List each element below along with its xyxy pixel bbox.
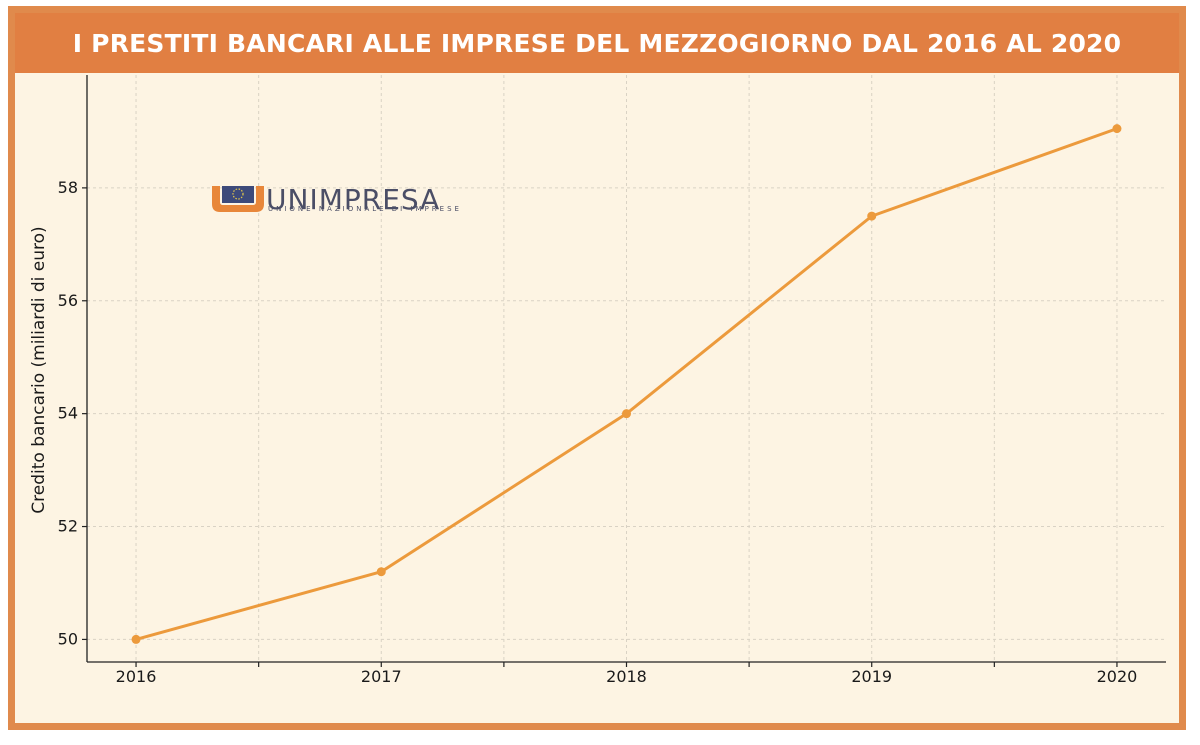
x-tick-label: 2018 — [606, 667, 647, 686]
x-tick-label: 2016 — [116, 667, 157, 686]
chart-frame: I PRESTITI BANCARI ALLE IMPRESE DEL MEZZ… — [8, 6, 1186, 730]
y-axis-label: Credito bancario (miliardi di euro) — [29, 226, 49, 513]
y-tick-label: 54 — [58, 404, 78, 423]
logo-stars-icon — [232, 188, 244, 200]
axes — [82, 75, 1166, 667]
tick-labels: 2016 2017 2018 2019 2020 50 52 54 56 58 — [58, 178, 1138, 686]
logo-wordmark: UNIMPRESA — [266, 183, 440, 216]
title-bar: I PRESTITI BANCARI ALLE IMPRESE DEL MEZZ… — [15, 13, 1179, 73]
data-point — [867, 211, 877, 221]
logo-subtitle: UNIONE NAZIONALE DI IMPRESE — [268, 205, 462, 213]
x-tick-label: 2020 — [1097, 667, 1138, 686]
chart-title: I PRESTITI BANCARI ALLE IMPRESE DEL MEZZ… — [72, 28, 1122, 58]
y-tick-label: 58 — [58, 178, 78, 197]
y-tick-label: 50 — [58, 629, 78, 648]
logo-u-icon — [212, 186, 264, 212]
y-tick-label: 56 — [58, 291, 78, 310]
logo-eu-flag-icon — [222, 186, 254, 203]
x-tick-label: 2017 — [361, 667, 402, 686]
data-point — [1112, 124, 1122, 134]
data-series — [131, 124, 1122, 644]
unimpresa-logo: UNIMPRESA UNIONE NAZIONALE DI IMPRESE — [212, 183, 462, 216]
data-point — [622, 409, 631, 419]
data-point — [131, 634, 141, 644]
data-point — [376, 567, 386, 577]
x-tick-label: 2019 — [851, 667, 892, 686]
grid-lines — [87, 75, 1166, 662]
y-tick-label: 52 — [58, 517, 78, 536]
